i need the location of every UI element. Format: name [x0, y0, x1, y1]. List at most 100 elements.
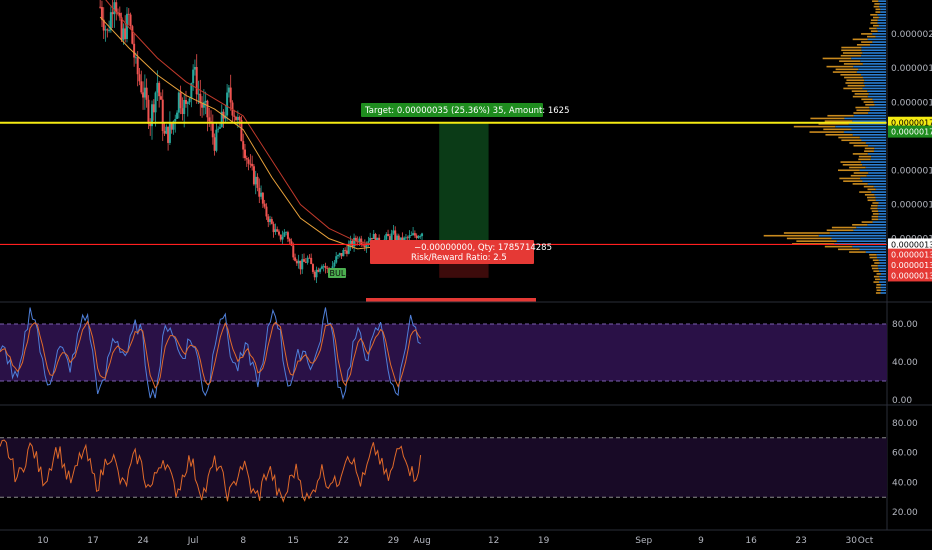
price-badge: [888, 238, 932, 251]
volume-buy-bar: [843, 131, 886, 133]
volume-buy-bar: [860, 177, 886, 180]
volume-buy-bar: [856, 71, 886, 73]
candle-body: [281, 236, 284, 240]
time-tick-label: 16: [745, 536, 757, 546]
candle-body: [190, 83, 193, 99]
time-tick-label: 9: [698, 536, 704, 546]
volume-profile: [763, 0, 886, 294]
candle-body: [417, 236, 420, 238]
candle-body: [269, 219, 272, 223]
volume-sell-bar: [841, 46, 862, 49]
volume-buy-bar: [879, 281, 886, 283]
candle-body: [396, 235, 399, 241]
volume-sell-bar: [858, 155, 872, 158]
candle-body: [102, 19, 105, 31]
volume-buy-bar: [860, 60, 886, 62]
volume-buy-bar: [875, 35, 886, 38]
time-axis[interactable]: 10 17 24 Jul 8 15 22 29 Aug 12 19 Sep 9 16 23 30 Oct: [37, 536, 874, 546]
time-tick-label: 15: [288, 536, 299, 546]
entry-label-box[interactable]: −0.00000000, Qty: 1785714285 Risk/Reward…: [370, 240, 552, 264]
volume-sell-bar: [853, 144, 869, 147]
volume-buy-bar: [867, 95, 886, 98]
candle-body: [147, 99, 150, 124]
candle-body: [235, 116, 238, 120]
candle-body: [211, 123, 214, 138]
price-tick-label: 0.00000190: [891, 64, 932, 74]
price-badge: [888, 269, 932, 282]
candle-body: [218, 127, 221, 129]
volume-buy-bar: [853, 229, 886, 232]
volume-buy-bar: [851, 128, 886, 131]
candle-body: [215, 129, 218, 151]
candle-body: [152, 104, 155, 113]
volume-sell-bar: [871, 218, 879, 221]
volume-sell-bar: [822, 57, 852, 60]
volume-buy-bar: [862, 87, 886, 90]
volume-buy-bar: [861, 46, 886, 49]
rsi-tick-label: 40.00: [892, 478, 918, 488]
volume-sell-bar: [864, 194, 875, 196]
ma-slow-line: [105, 0, 415, 246]
time-tick-label: Jul: [187, 536, 199, 546]
volume-sell-bar: [823, 128, 852, 131]
stochastic-tick-label: 0.00: [892, 396, 912, 406]
volume-buy-bar: [871, 155, 886, 158]
volume-sell-bar: [826, 229, 854, 232]
candle-body: [158, 82, 161, 97]
candle-body: [238, 116, 241, 120]
target-label-box[interactable]: Target: 0.00000035 (25.36%) 35, Amount: …: [361, 103, 570, 117]
volume-buy-bar: [878, 267, 886, 270]
volume-buy-bar: [876, 256, 886, 259]
candle-body: [206, 100, 209, 118]
volume-buy-bar: [878, 259, 886, 262]
candle-body: [113, 2, 116, 15]
volume-sell-bar: [842, 164, 863, 166]
candle-body: [193, 67, 196, 70]
volume-sell-bar: [838, 248, 860, 251]
candle-body: [213, 137, 216, 151]
candle-body: [118, 12, 121, 18]
volume-sell-bar: [867, 199, 876, 202]
candle-body: [229, 87, 232, 103]
volume-buy-bar: [867, 38, 886, 41]
candle-body: [256, 176, 259, 188]
stochastic-pane[interactable]: [0, 307, 887, 400]
candle-body: [347, 245, 350, 254]
candle-body: [208, 117, 211, 122]
volume-sell-bar: [852, 38, 868, 41]
candle-body: [286, 232, 289, 239]
volume-sell-bar: [835, 68, 859, 71]
volume-buy-bar: [878, 215, 886, 218]
stochastic-axis[interactable]: 80.00 40.00 0.00: [892, 320, 918, 406]
volume-buy-bar: [878, 24, 886, 27]
volume-buy-bar: [868, 112, 886, 114]
candle-body: [294, 257, 297, 261]
volume-sell-bar: [853, 112, 869, 114]
price-pane[interactable]: Target: 0.00000035 (25.36%) 35, Amount: …: [0, 0, 887, 302]
candle-body: [115, 2, 118, 13]
rsi-axis[interactable]: 80.00 60.00 40.00 20.00: [892, 419, 918, 518]
volume-buy-bar: [872, 33, 886, 35]
candle-body: [415, 235, 418, 238]
volume-buy-bar: [844, 117, 886, 120]
candle-body: [258, 187, 261, 197]
volume-sell-bar: [856, 44, 871, 46]
volume-buy-bar: [877, 204, 886, 207]
candle-body: [369, 237, 372, 242]
candle-body: [131, 26, 134, 44]
volume-sell-bar: [870, 22, 878, 24]
rsi-pane[interactable]: [0, 437, 887, 503]
volume-sell-bar: [849, 142, 866, 144]
candle-body: [306, 257, 309, 263]
volume-sell-bar: [867, 35, 876, 38]
candle-body: [129, 14, 132, 27]
volume-sell-bar: [870, 14, 878, 16]
volume-buy-bar: [876, 254, 886, 256]
volume-buy-bar: [877, 19, 886, 22]
candle-body: [197, 93, 200, 95]
volume-buy-bar: [879, 5, 886, 8]
volume-sell-bar: [796, 240, 837, 242]
candle-body: [333, 262, 336, 267]
